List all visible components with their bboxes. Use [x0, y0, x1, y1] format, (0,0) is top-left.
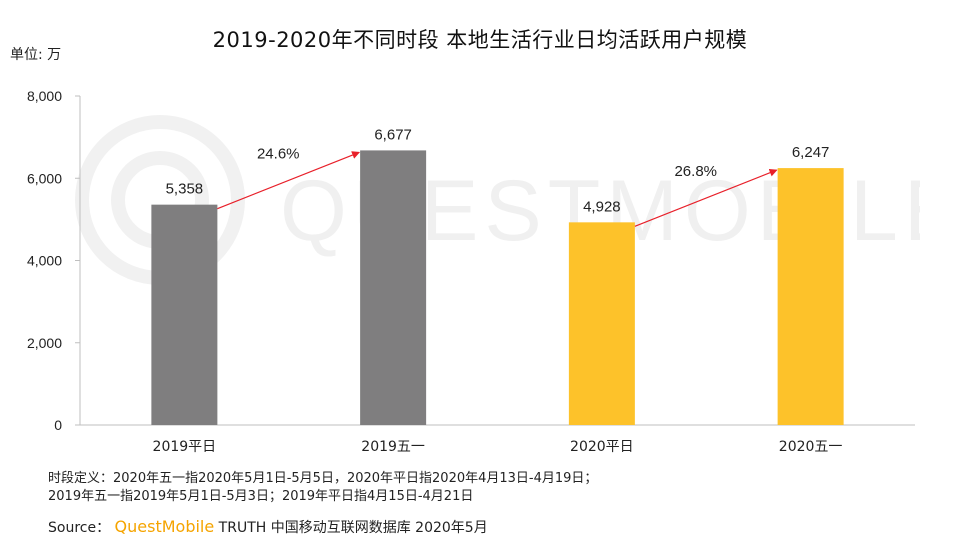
y-tick-label: 0 — [54, 417, 62, 433]
data-label: 4,928 — [583, 198, 621, 215]
x-tick-label: 2019平日 — [153, 439, 217, 455]
bar — [360, 150, 427, 425]
bar — [777, 168, 844, 425]
y-tick-label: 8,000 — [27, 88, 62, 104]
growth-arrow — [634, 168, 778, 227]
unit-label: 单位: 万 — [10, 47, 62, 63]
source-label: Source： — [48, 520, 111, 536]
footnote-line: 2019年五一指2019年5月1日-5月3日；2019年平日指4月15日-4月2… — [48, 489, 474, 504]
bar — [151, 204, 218, 425]
y-tick-label: 6,000 — [27, 170, 62, 186]
source-brand: QuestMobile — [114, 517, 215, 536]
growth-arrow — [217, 151, 361, 210]
x-tick-label: 2020平日 — [570, 439, 634, 455]
growth-label: 26.8% — [674, 163, 717, 180]
data-label: 5,358 — [166, 181, 204, 198]
y-tick-label: 2,000 — [27, 335, 62, 351]
growth-label: 24.6% — [257, 146, 300, 163]
source-detail: TRUTH 中国移动互联网数据库 2020年5月 — [218, 520, 488, 536]
y-tick-label: 4,000 — [27, 253, 62, 269]
bar — [568, 222, 635, 425]
chart-title: 2019-2020年不同时段 本地生活行业日均活跃用户规模 — [212, 28, 748, 52]
x-tick-label: 2020五一 — [779, 439, 843, 455]
data-label: 6,677 — [374, 126, 412, 143]
footnote-line: 时段定义：2020年五一指2020年5月1日-5月5日，2020年平日指2020… — [48, 471, 598, 486]
x-tick-label: 2019五一 — [361, 439, 425, 455]
data-label: 6,247 — [792, 144, 830, 161]
footnotes: 时段定义：2020年五一指2020年5月1日-5月5日，2020年平日指2020… — [48, 470, 597, 506]
source-line: Source： QuestMobile TRUTH 中国移动互联网数据库 202… — [48, 517, 488, 537]
